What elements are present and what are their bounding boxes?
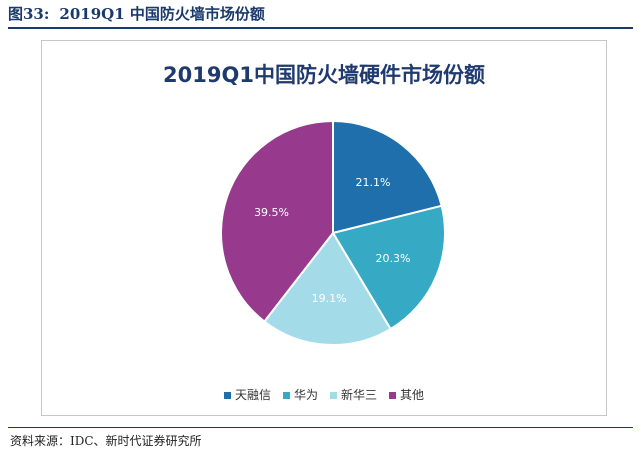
source-rule — [8, 427, 633, 428]
source-note: 资料来源：IDC、新时代证券研究所 — [10, 434, 202, 448]
legend-item: 新华三 — [330, 386, 377, 403]
legend-label: 天融信 — [234, 388, 271, 402]
legend-item: 其他 — [389, 386, 424, 403]
pie-slice — [331, 204, 446, 331]
legend-label: 其他 — [400, 388, 425, 402]
legend-swatch — [223, 392, 231, 399]
pie-chart: 21.1% 20.3% 19.1% 39.5% — [220, 119, 446, 346]
pie-slice — [262, 231, 392, 346]
chart-title: 2019Q1中国防火墙硬件市场份额 — [163, 63, 485, 87]
legend-label: 新华三 — [341, 388, 378, 402]
pie-slice — [220, 119, 334, 323]
figure-caption: 图33: 2019Q1 中国防火墙市场份额 — [8, 2, 265, 26]
caption-rule — [8, 27, 633, 29]
slice-value-label: 21.1% — [355, 176, 390, 189]
legend-label: 华为 — [293, 388, 318, 402]
legend-item: 华为 — [282, 386, 318, 403]
slice-value-label: 39.5% — [254, 206, 289, 219]
figure-title: 2019Q1 中国防火墙市场份额 — [59, 5, 265, 23]
pie-slice — [332, 119, 443, 235]
chart-frame: 2019Q1中国防火墙硬件市场份额 21.1% 20.3% 19.1% 39.5% 天… — [41, 40, 607, 416]
legend-swatch — [330, 392, 337, 399]
slice-value-label: 19.1% — [312, 292, 347, 305]
legend-swatch — [282, 392, 290, 399]
chart-legend: 天融信 华为 新华三 其他 — [42, 386, 606, 403]
figure-number: 图33: — [8, 5, 50, 23]
legend-item: 天融信 — [223, 386, 271, 403]
legend-swatch — [389, 392, 397, 399]
slice-value-label: 20.3% — [376, 252, 411, 265]
